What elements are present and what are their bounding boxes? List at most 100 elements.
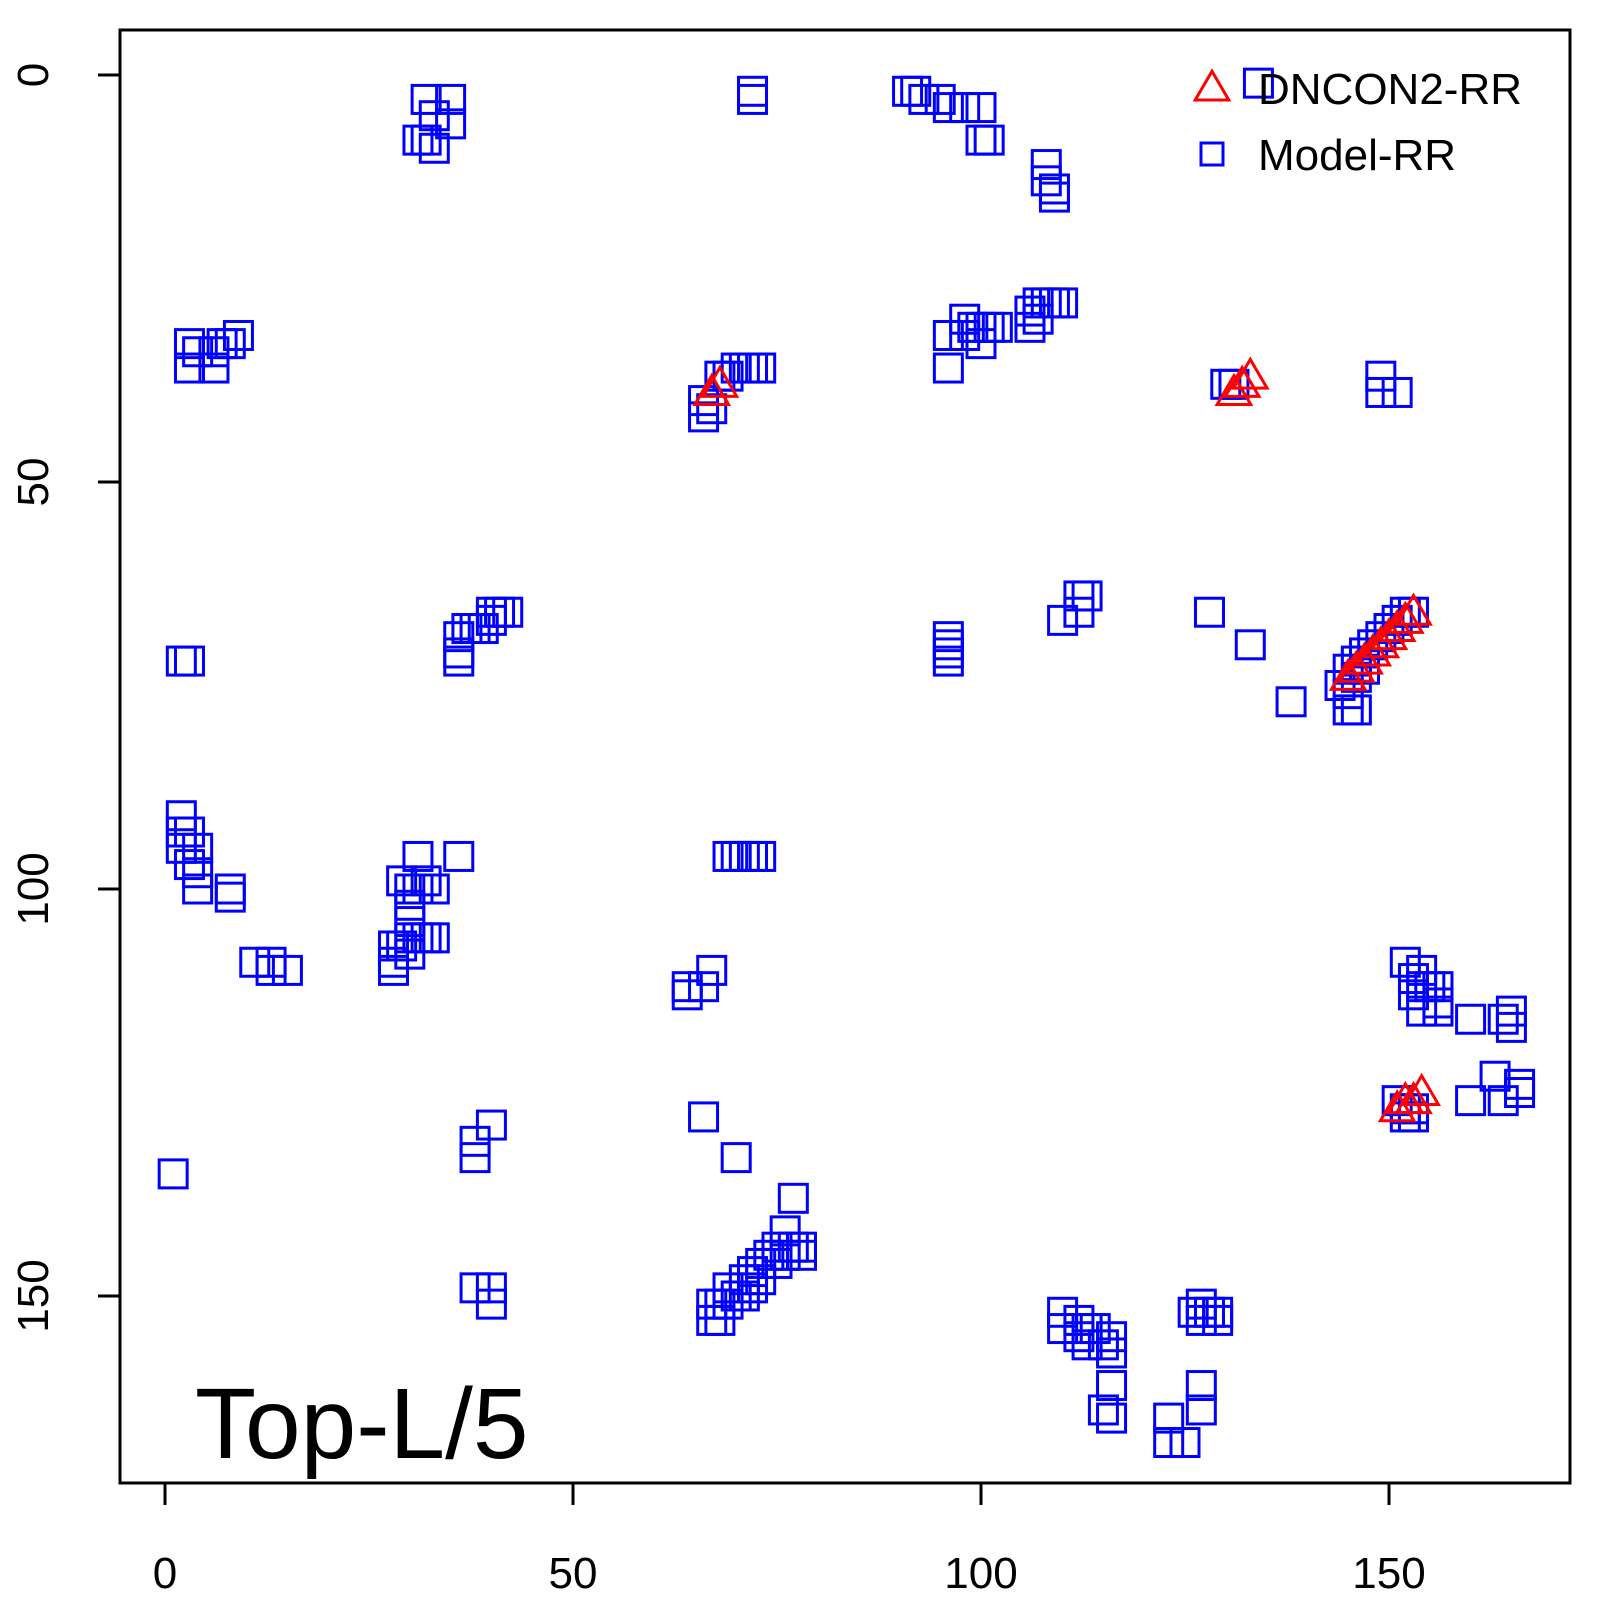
point-square — [377, 954, 409, 986]
point-square — [394, 938, 426, 970]
point-square — [688, 401, 720, 433]
point-square — [924, 83, 956, 115]
point-square — [1495, 995, 1527, 1027]
data-marks — [157, 67, 1536, 1459]
point-triangle — [1377, 1089, 1417, 1123]
point-square — [214, 328, 246, 360]
point-square — [1047, 604, 1079, 636]
point-square — [1340, 694, 1372, 726]
point-triangle — [1369, 616, 1409, 651]
point-square — [761, 1247, 793, 1279]
point-square — [949, 319, 981, 351]
point-square — [745, 1247, 777, 1279]
point-square — [949, 92, 981, 124]
point-square — [1096, 1370, 1128, 1402]
point-square — [769, 1215, 801, 1247]
point-square — [949, 303, 981, 335]
point-square — [410, 865, 442, 897]
point-square — [1406, 954, 1438, 986]
point-square — [1275, 686, 1307, 718]
point-square — [769, 1239, 801, 1271]
y-axis: 0 50 100 150 — [9, 63, 122, 1333]
point-square — [492, 596, 524, 628]
point-square — [1324, 670, 1356, 701]
point-square — [1422, 971, 1454, 1003]
x-tick-label: 0 — [153, 1549, 177, 1598]
point-square — [1030, 149, 1062, 181]
point-square — [222, 319, 254, 351]
point-square — [696, 393, 728, 425]
point-square — [173, 645, 205, 677]
series-model-rr — [157, 67, 1536, 1459]
point-square — [761, 1231, 793, 1263]
point-square — [1495, 1011, 1527, 1043]
legend: DNCON2-RR Model-RR — [1192, 65, 1522, 180]
point-square — [182, 857, 214, 889]
point-square — [1071, 580, 1103, 612]
point-square — [1038, 181, 1070, 213]
point-square — [165, 800, 197, 832]
point-square — [467, 613, 499, 645]
point-square — [1014, 295, 1046, 327]
point-square — [459, 1125, 491, 1157]
point-square — [402, 840, 434, 872]
point-square — [981, 311, 1013, 343]
point-square — [1030, 165, 1062, 197]
x-tick-label: 100 — [944, 1549, 1017, 1598]
point-square — [1365, 376, 1397, 408]
point-square — [443, 621, 475, 653]
point-square — [1397, 1101, 1429, 1133]
point-square — [402, 873, 434, 905]
point-square — [737, 1256, 769, 1288]
point-square — [418, 132, 450, 164]
point-square — [1177, 1296, 1209, 1328]
point-triangle — [1336, 649, 1376, 683]
point-square — [1063, 1321, 1095, 1353]
point-square — [1455, 1003, 1487, 1035]
point-square — [1332, 653, 1364, 685]
point-square — [932, 92, 964, 124]
point-square — [1047, 287, 1079, 319]
point-square — [1422, 995, 1454, 1027]
point-square — [418, 100, 450, 132]
point-square — [1242, 67, 1274, 99]
point-square — [255, 954, 287, 986]
point-square — [737, 83, 769, 115]
point-square — [1079, 1313, 1111, 1345]
point-square — [777, 1182, 809, 1214]
point-square — [1389, 946, 1421, 978]
legend-triangle-icon — [1192, 68, 1232, 102]
point-square — [198, 352, 230, 384]
point-square — [1096, 1321, 1128, 1353]
point-square — [165, 832, 197, 864]
point-square — [475, 1272, 507, 1304]
point-square — [1381, 376, 1413, 408]
y-tick-label: 100 — [9, 852, 58, 925]
point-square — [737, 1272, 769, 1304]
point-square — [1406, 995, 1438, 1027]
x-tick-label: 50 — [549, 1549, 598, 1598]
point-square — [418, 922, 450, 954]
point-square — [1071, 1329, 1103, 1361]
point-square — [973, 124, 1005, 156]
point-square — [214, 881, 246, 913]
point-square — [1202, 1304, 1234, 1336]
point-triangle — [1394, 1080, 1433, 1115]
point-square — [1185, 1394, 1217, 1426]
point-square — [173, 352, 205, 384]
point-triangle — [1328, 657, 1368, 691]
point-triangle — [1353, 633, 1393, 667]
point-square — [459, 1142, 491, 1174]
point-square — [745, 1264, 777, 1296]
point-square — [1022, 303, 1054, 335]
point-square — [394, 906, 426, 938]
point-square — [932, 319, 964, 351]
point-triangle — [700, 364, 740, 398]
point-square — [418, 873, 450, 905]
point-square — [182, 873, 214, 905]
point-triangle — [1214, 372, 1254, 406]
legend-square-icon — [1199, 141, 1225, 167]
point-square — [1365, 360, 1397, 392]
y-tick-label: 50 — [9, 458, 58, 507]
point-square — [900, 75, 932, 107]
